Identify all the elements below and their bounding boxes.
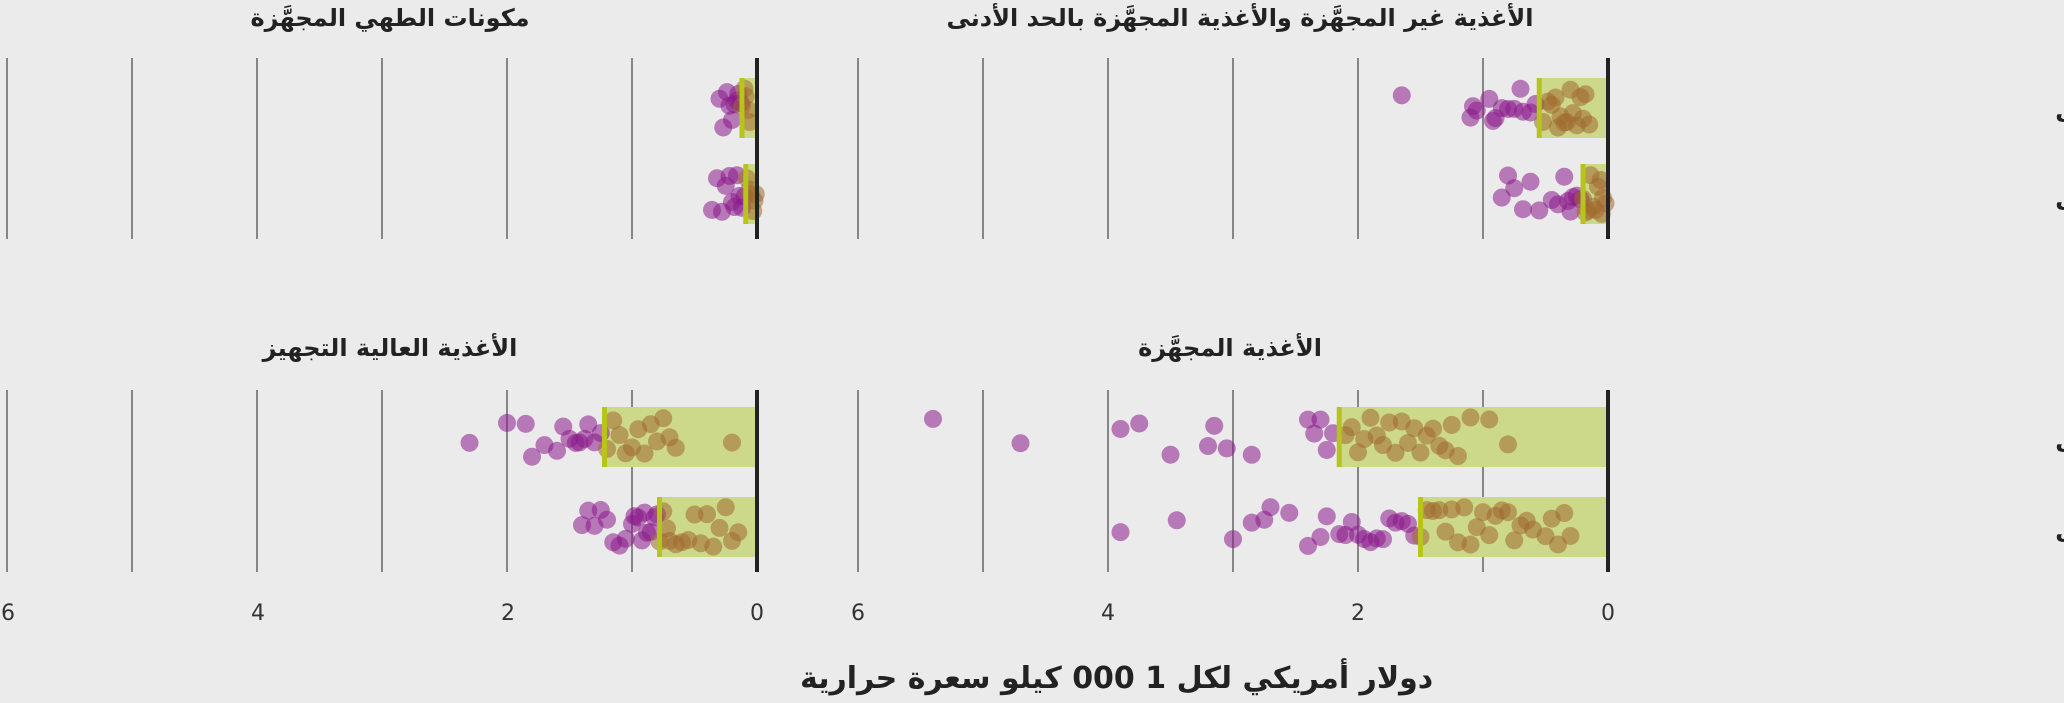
- data-point-3-0-15: [604, 411, 623, 430]
- data-point-3-0-20: [635, 444, 654, 463]
- data-point-2-0-12: [1317, 440, 1336, 459]
- tick-label-right-0: 0: [1601, 601, 1615, 626]
- row-label-high-income-bottom: البلدان المرتفعة الدخل: [2055, 425, 2064, 455]
- data-point-2-0-10: [1305, 424, 1324, 443]
- tick-label-left-2: 2: [501, 601, 515, 626]
- data-point-2-0-4: [1161, 445, 1180, 464]
- data-point-2-0-35: [1499, 435, 1517, 454]
- chart-marks: [6, 58, 1615, 572]
- data-point-2-0-7: [1217, 439, 1236, 458]
- data-point-0-1-3: [1514, 200, 1532, 219]
- data-point-0-1-24: [1596, 194, 1615, 213]
- data-point-0-0-0: [1392, 86, 1411, 105]
- data-point-3-1-27: [704, 537, 723, 556]
- panel-title-ultra-processed: الأغذية العالية التجهيز: [262, 333, 518, 362]
- data-point-0-1-21: [1591, 170, 1610, 189]
- data-point-1-0-4: [723, 110, 741, 129]
- data-point-3-0-16: [610, 426, 629, 445]
- data-point-2-0-28: [1424, 419, 1442, 438]
- data-point-2-1-37: [1499, 503, 1517, 522]
- data-point-2-0-9: [1299, 410, 1317, 429]
- row-label-lmic-top: البلدان المنخفضة والمتوسطة الدخل: [2055, 183, 2064, 213]
- data-point-3-1-29: [716, 498, 735, 517]
- data-point-2-0-32: [1449, 447, 1467, 466]
- data-point-2-0-11: [1311, 410, 1330, 429]
- data-point-2-0-31: [1442, 415, 1461, 434]
- x-axis-label: دولار أمريكي لكل 1 000 كيلو سعرة حرارية: [800, 658, 1433, 696]
- data-point-0-0-27: [1576, 85, 1595, 104]
- data-point-3-1-28: [710, 518, 729, 537]
- tick-label-left-6: 6: [1, 601, 15, 626]
- data-point-2-1-9: [1317, 507, 1336, 526]
- data-point-2-1-0: [1111, 523, 1130, 542]
- data-point-0-1-4: [1521, 172, 1540, 191]
- data-point-2-1-45: [1555, 504, 1574, 523]
- data-point-2-1-7: [1299, 536, 1317, 555]
- data-point-2-0-8: [1242, 445, 1261, 464]
- data-point-2-0-18: [1361, 408, 1380, 427]
- panel-title-culinary: مكونات الطهي المجهَّزة: [250, 4, 529, 32]
- data-point-0-0-4: [1480, 89, 1499, 108]
- data-point-2-0-1: [1011, 434, 1030, 453]
- data-point-3-0-1: [498, 413, 516, 432]
- row-label-lmic-bottom: البلدان المنخفضة والمتوسطة الدخل: [2055, 515, 2064, 545]
- data-point-2-0-0: [924, 409, 942, 428]
- panel-title-processed: الأغذية المجهَّزة: [1138, 333, 1322, 362]
- data-point-0-0-28: [1580, 115, 1599, 134]
- panel-title-unprocessed: الأغذية غير المجهَّزة والأغذية المجهَّزة…: [946, 3, 1533, 32]
- data-point-3-0-11: [579, 415, 598, 434]
- data-point-3-0-25: [666, 438, 685, 457]
- tick-label-right-4: 4: [1101, 601, 1115, 626]
- data-point-3-0-3: [523, 447, 541, 466]
- data-point-2-1-34: [1480, 526, 1499, 545]
- data-point-2-1-46: [1561, 526, 1580, 545]
- data-point-2-0-26: [1411, 443, 1430, 462]
- data-point-3-1-26: [698, 505, 716, 524]
- data-point-0-1-10: [1561, 202, 1580, 221]
- data-point-0-0-17: [1546, 88, 1565, 107]
- data-point-2-1-2: [1224, 530, 1242, 549]
- tick-label-right-6: 6: [851, 601, 865, 626]
- data-point-2-1-17: [1374, 530, 1392, 549]
- data-point-3-0-5: [548, 441, 566, 460]
- tick-label-left-4: 4: [251, 601, 265, 626]
- data-point-2-0-24: [1399, 433, 1417, 452]
- data-point-2-1-30: [1455, 498, 1474, 517]
- data-point-2-1-1: [1167, 511, 1186, 530]
- data-point-2-0-5: [1199, 437, 1217, 456]
- data-point-2-0-22: [1386, 443, 1405, 462]
- data-point-2-0-6: [1205, 416, 1224, 435]
- data-point-2-1-27: [1436, 522, 1455, 541]
- data-point-3-0-26: [723, 433, 741, 452]
- data-point-0-1-5: [1530, 201, 1549, 220]
- data-point-3-1-4: [598, 510, 616, 529]
- data-point-0-0-10: [1511, 79, 1530, 98]
- data-point-2-0-15: [1342, 418, 1361, 437]
- data-point-3-1-31: [729, 523, 748, 542]
- data-point-0-0-3: [1464, 97, 1482, 116]
- data-point-2-1-5: [1261, 498, 1280, 517]
- data-point-3-0-0: [460, 433, 479, 452]
- data-point-1-0-13: [740, 113, 759, 132]
- data-point-2-0-3: [1130, 414, 1149, 433]
- data-point-0-1-2: [1505, 179, 1524, 198]
- data-point-0-1-0: [1492, 188, 1511, 207]
- data-point-3-0-2: [516, 414, 535, 433]
- data-point-2-0-2: [1111, 419, 1130, 438]
- data-point-2-1-6: [1280, 503, 1299, 522]
- data-point-2-1-38: [1505, 531, 1524, 550]
- data-point-3-0-23: [654, 409, 673, 428]
- data-point-0-1-8: [1555, 167, 1574, 186]
- data-point-2-0-33: [1461, 408, 1480, 427]
- row-label-high-income-top: البلدان المرتفعة الدخل: [2055, 95, 2064, 125]
- data-point-3-1-18: [654, 502, 673, 521]
- data-point-3-1-7: [616, 529, 635, 548]
- tick-label-right-2: 2: [1351, 601, 1365, 626]
- data-point-2-1-8: [1311, 527, 1330, 546]
- data-point-2-1-31: [1461, 535, 1480, 554]
- tick-label-left-0: 0: [750, 601, 764, 626]
- data-point-2-0-34: [1480, 410, 1499, 429]
